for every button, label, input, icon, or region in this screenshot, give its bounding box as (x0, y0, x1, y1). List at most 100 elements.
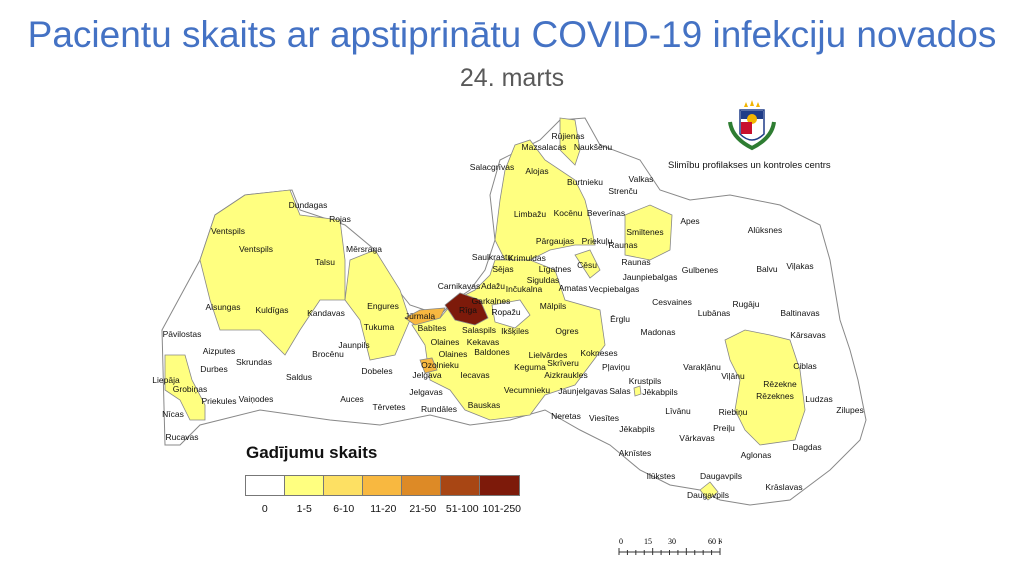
municipality-label: Salas (609, 386, 630, 396)
legend-label: 1-5 (296, 503, 312, 515)
municipality-label: Garkalnes (472, 296, 511, 306)
municipality-label: Skrīveru (547, 358, 579, 368)
municipality-label: Balvu (756, 264, 778, 274)
municipality-label: Jūrmala (405, 311, 436, 321)
region-mazsalacas (559, 117, 581, 166)
municipality-label: Dagdas (792, 442, 821, 452)
scale-tick-label: 0 (619, 537, 623, 546)
region-jurmala (404, 307, 446, 326)
municipality-label: Apes (680, 216, 699, 226)
municipality-label: Rojas (329, 214, 351, 224)
municipality-label: Salacgrīvas (470, 162, 514, 172)
municipality-label: Amatas (559, 283, 588, 293)
municipality-label: Bauskas (468, 400, 501, 410)
municipality-label: Madonas (641, 327, 676, 337)
municipality-label: Gulbenes (682, 265, 718, 275)
municipality-label: Rīga (459, 305, 477, 315)
municipality-label: Mālpils (540, 301, 566, 311)
municipality-label: Ventspils (239, 244, 273, 254)
municipality-label: Aknīstes (619, 448, 652, 458)
region-daugavpils (699, 481, 719, 501)
municipality-label: Kārsavas (790, 330, 825, 340)
region-riga (444, 292, 489, 326)
municipality-label: Tērvetes (372, 402, 405, 412)
municipality-label: Kokneses (580, 348, 617, 358)
municipality-label: Pārgaujas (536, 236, 574, 246)
municipality-label: Jelgavas (409, 387, 443, 397)
map-subtitle: 24. marts (459, 64, 565, 92)
region-grobinas (164, 354, 206, 421)
municipality-label: Iecavas (460, 370, 489, 380)
municipality-label: Babītes (418, 323, 447, 333)
municipality-label: Auces (340, 394, 364, 404)
municipality-label: Priekuļu (582, 236, 613, 246)
municipality-label: Cesvaines (652, 297, 692, 307)
municipality-label: Riebiņu (719, 407, 748, 417)
municipality-label: Krustpils (629, 376, 662, 386)
municipality-label: Jēkabpils (619, 424, 654, 434)
municipality-label: Saldus (286, 372, 312, 382)
coat-of-arms-icon (728, 100, 776, 151)
municipality-label: Rēzekne (763, 379, 797, 389)
legend-swatch (246, 476, 285, 495)
municipality-label: Priekules (202, 396, 237, 406)
municipality-label: Inčukalna (506, 284, 543, 294)
municipality-label: Alojas (525, 166, 548, 176)
municipality-label: Sējas (492, 264, 513, 274)
region-tukuma (344, 249, 411, 361)
municipality-label: Rundāles (421, 404, 457, 414)
municipality-label: Carnikavas (438, 281, 481, 291)
municipality-label: Naukšēnu (574, 142, 613, 152)
municipality-label: Siguldas (527, 275, 560, 285)
municipality-label: Ludzas (805, 394, 832, 404)
municipality-label: Lubānas (698, 308, 731, 318)
municipality-label: Tukuma (364, 322, 395, 332)
municipality-label: Pāvilostas (163, 329, 202, 339)
municipality-label: Ventspils (211, 226, 245, 236)
legend-label: 0 (261, 503, 268, 515)
legend-swatch (285, 476, 324, 495)
legend-swatch (324, 476, 363, 495)
municipality-label: Ciblas (793, 361, 817, 371)
municipality-label: Aizputes (203, 346, 236, 356)
municipality-label: Līvānu (665, 406, 691, 416)
municipality-label: Engures (367, 301, 399, 311)
municipality-label: Raunas (608, 240, 637, 250)
legend-label: 51-100 (445, 503, 479, 515)
municipality-label: Kekavas (467, 337, 500, 347)
municipality-label: Dobeles (361, 366, 392, 376)
municipality-label: Kandavas (307, 308, 345, 318)
scale-tick-label: 60 Km (708, 537, 722, 546)
region-ropazu (491, 299, 531, 329)
municipality-label: Dundagas (289, 200, 328, 210)
municipality-label: Daugavpils (700, 471, 742, 481)
municipality-label: Smiltenes (626, 227, 663, 237)
municipality-label: Jelgava (412, 370, 442, 380)
municipality-label: Alsungas (206, 302, 241, 312)
municipality-label: Kuldīgas (255, 305, 288, 315)
municipality-label: Mazsalacas (522, 142, 567, 152)
municipality-label: Talsu (315, 257, 335, 267)
municipality-label: Preiļu (713, 423, 735, 433)
legend-label: 101-250 (482, 503, 522, 515)
legend-color-bar (245, 475, 520, 496)
municipality-label: Strenču (608, 186, 638, 196)
municipality-label: Burtnieku (567, 177, 603, 187)
region-smiltenes (624, 204, 673, 261)
municipality-label: Līgatnes (539, 264, 572, 274)
municipality-label: Olaines (431, 337, 460, 347)
municipality-label: Lielvārdes (529, 350, 568, 360)
municipality-label: Jaunpiebalgas (623, 272, 678, 282)
municipality-label: Ropažu (491, 307, 521, 317)
municipality-label: Saulkrastu (472, 252, 512, 262)
municipality-label: Daugavpils (687, 490, 729, 500)
municipality-label: Varakļānu (683, 362, 721, 372)
municipality-label: Brocēnu (312, 349, 344, 359)
municipality-label: Zilupes (836, 405, 863, 415)
legend-title: Gadījumu skaits (246, 443, 378, 462)
municipality-label: Krimuldas (508, 253, 546, 263)
legend-label: 6-10 (333, 503, 355, 515)
municipality-label: Ilūkstes (647, 471, 676, 481)
legend-label: 11-20 (370, 503, 397, 515)
legend-label: 21-50 (409, 503, 437, 515)
